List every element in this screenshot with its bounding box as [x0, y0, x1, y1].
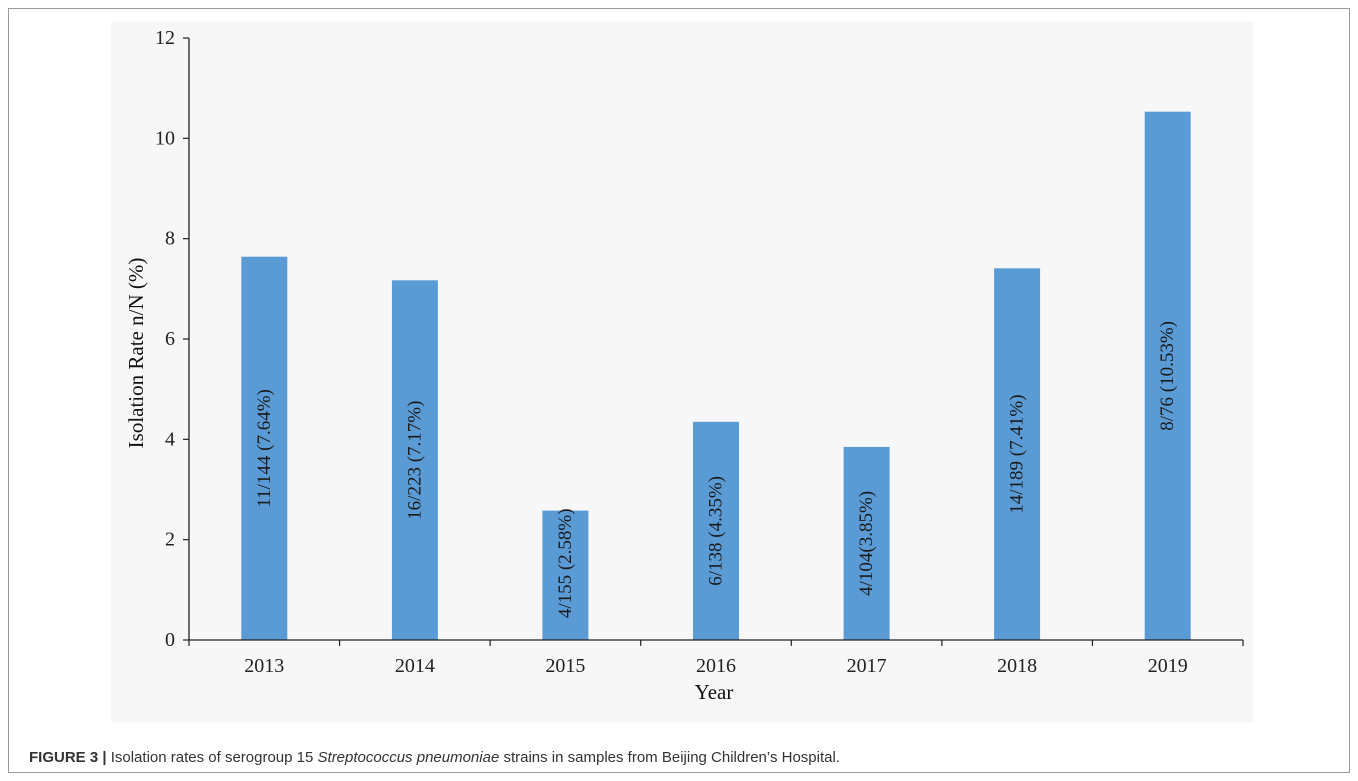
y-tick-label-12: 12 [155, 27, 175, 49]
bar-2014 [391, 280, 438, 640]
bar-2018 [994, 268, 1041, 640]
y-tick-label-10: 10 [155, 127, 175, 149]
figure-frame: 11/144 (7.64%) 16/223 (7.17%) 4/155 (2.58%… [8, 8, 1350, 773]
bar-label-2015: 4/155 (2.58%) [555, 508, 576, 618]
x-tick-label-2013: 2013 [244, 655, 284, 677]
bar-labels-group: 11/144 (7.64%) 16/223 (7.17%) 4/155 (2.58%… [254, 321, 1178, 618]
y-tick-label-8: 8 [165, 228, 175, 250]
figure-label: FIGURE 3 | [29, 749, 107, 766]
bar-2019 [1144, 111, 1191, 640]
bar-2013 [241, 256, 288, 640]
y-tick-label-2: 2 [165, 529, 175, 551]
x-axis-title: Year [695, 680, 734, 704]
bar-label-2016: 6/138 (4.35%) [706, 476, 727, 586]
bar-label-2018: 14/189 (7.41%) [1007, 394, 1028, 513]
caption-text-after: strains in samples from Beijing Children… [499, 749, 840, 766]
x-tick-label-2018: 2018 [997, 655, 1037, 677]
bar-2015 [542, 510, 589, 640]
bar-label-2014: 16/223 (7.17%) [404, 401, 425, 520]
bars-group [241, 111, 1191, 640]
x-tick-label-2014: 2014 [395, 655, 435, 677]
y-axis-title: Isolation Rate n/N (%) [124, 258, 148, 449]
x-tick-label-2019: 2019 [1148, 655, 1188, 677]
bar-label-2019: 8/76 (10.53%) [1157, 321, 1178, 431]
y-tick-label-0: 0 [165, 629, 175, 651]
bar-label-2017: 4/104(3.85%) [856, 491, 877, 596]
x-tick-label-2016: 2016 [696, 655, 736, 677]
y-tick-label-4: 4 [165, 428, 175, 450]
bar-label-2013: 11/144 (7.64%) [254, 389, 275, 508]
x-tick-label-2015: 2015 [545, 655, 585, 677]
caption-species: Streptococcus pneumoniae [317, 749, 500, 766]
tick-labels-group: 2013 2014 2015 2016 2017 2018 2019 0 2 4 6 8 10 12 [155, 27, 1188, 677]
figure-caption: FIGURE 3 | Isolation rates of serogroup … [29, 749, 1349, 766]
y-tick-label-6: 6 [165, 328, 175, 350]
bar-2016 [693, 421, 739, 640]
caption-text-before: Isolation rates of serogroup 15 [106, 749, 318, 766]
plot-background [111, 21, 1253, 723]
bar-chart: 11/144 (7.64%) 16/223 (7.17%) 4/155 (2.58%… [124, 27, 1244, 704]
ticks-group [183, 37, 1244, 646]
x-tick-label-2017: 2017 [847, 655, 887, 677]
bar-2017 [843, 446, 890, 640]
